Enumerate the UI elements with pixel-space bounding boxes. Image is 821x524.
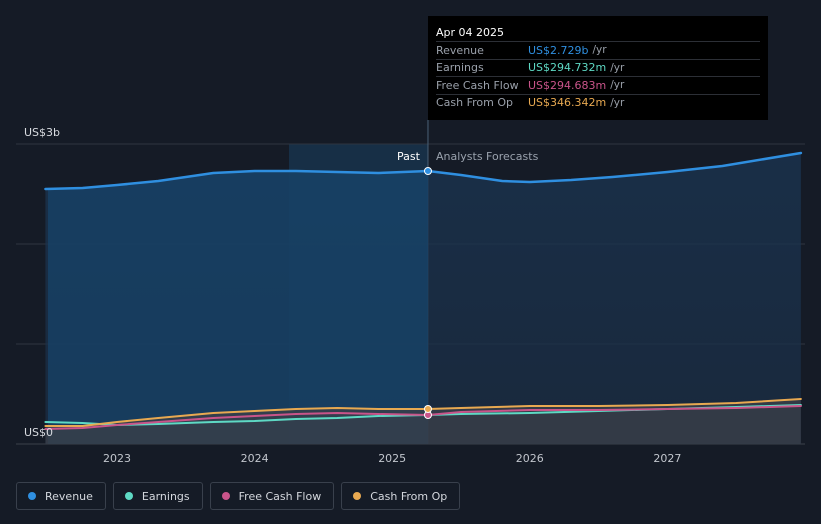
series-line-free-cash-flow — [44, 405, 802, 430]
x-axis-tick-label: 2023 — [103, 452, 131, 465]
forecast-label: Analysts Forecasts — [436, 150, 539, 163]
series-line-revenue — [44, 151, 803, 191]
legend-dot-icon — [353, 492, 362, 500]
tooltip-label: Revenue — [436, 43, 484, 57]
legend-item-earnings[interactable]: Earnings — [112, 482, 203, 510]
series-line-cash-from-op — [44, 398, 802, 427]
past-label: Past — [397, 150, 421, 163]
chart: US$3b US$0 2023 2024 2025 2026 2027 Past Analyst… — [16, 120, 805, 465]
tooltip-row-free-cash-flow: Free Cash Flow US$294.683m /yr — [436, 76, 760, 94]
tooltip-label: Cash From Op — [436, 96, 514, 110]
tooltip-value: US$2.729b — [528, 43, 589, 57]
marker-cash-from-op — [423, 405, 432, 413]
legend: Revenue Earnings Free Cash Flow Cash Fro… — [16, 482, 461, 510]
x-axis-tick-label: 2025 — [378, 452, 406, 465]
legend-dot-icon — [221, 492, 230, 500]
marker-revenue — [423, 167, 432, 175]
x-axis-tick-label: 2026 — [516, 452, 544, 465]
legend-item-free-cash-flow[interactable]: Free Cash Flow — [209, 482, 335, 510]
legend-item-revenue[interactable]: Revenue — [16, 482, 106, 510]
x-axis-tick-label: 2024 — [241, 452, 269, 465]
y-axis-label-bottom: US$0 — [24, 426, 53, 439]
legend-dot-icon — [28, 492, 36, 500]
legend-dot-icon — [124, 492, 133, 500]
tooltip-value: US$294.683m — [528, 78, 607, 92]
legend-item-cash-from-op[interactable]: Cash From Op — [341, 482, 461, 510]
legend-label: Cash From Op — [370, 489, 448, 503]
tooltip-date: Apr 04 2025 — [436, 26, 505, 39]
tooltip-row-earnings: Earnings US$294.732m /yr — [436, 58, 760, 77]
tooltip-unit: /yr — [592, 44, 607, 57]
legend-label: Revenue — [45, 489, 93, 503]
tooltip-row-cash-from-op: Cash From Op US$346.342m /yr — [436, 93, 760, 112]
tooltip-unit: /yr — [610, 96, 625, 109]
tooltip-unit: /yr — [610, 79, 625, 92]
tooltip-value: US$294.732m — [528, 61, 607, 75]
tooltip-label: Earnings — [436, 61, 484, 75]
tooltip: Apr 04 2025 Revenue US$2.729b /yr Earnin… — [428, 16, 768, 120]
x-axis-tick-label: 2027 — [653, 452, 681, 465]
legend-label: Free Cash Flow — [238, 489, 322, 503]
y-axis-label-top: US$3b — [24, 126, 60, 139]
tooltip-label: Free Cash Flow — [436, 78, 519, 92]
legend-label: Earnings — [141, 489, 190, 503]
tooltip-value: US$346.342m — [528, 96, 607, 110]
revenue-area-past — [48, 171, 428, 444]
tooltip-row-revenue: Revenue US$2.729b /yr — [436, 41, 760, 59]
tooltip-unit: /yr — [610, 61, 625, 74]
